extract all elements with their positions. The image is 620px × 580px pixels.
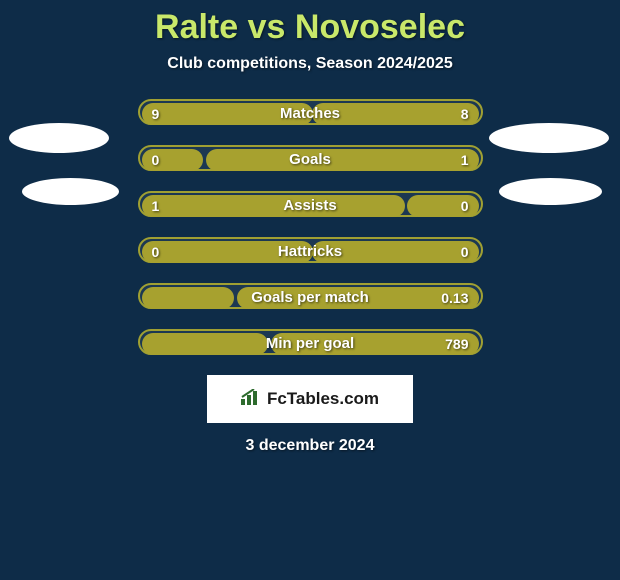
stat-row: 00Hattricks bbox=[138, 237, 483, 263]
brand-text: FcTables.com bbox=[267, 389, 379, 409]
player2-photo-b bbox=[499, 178, 602, 205]
brand-badge: FcTables.com bbox=[207, 375, 413, 423]
title-vs: vs bbox=[248, 8, 286, 46]
comparison-infographic: Ralte vs Novoselec Club competitions, Se… bbox=[0, 0, 620, 580]
stat-label: Min per goal bbox=[140, 331, 481, 357]
stat-row: 01Goals bbox=[138, 145, 483, 171]
stat-row: 789Min per goal bbox=[138, 329, 483, 355]
player1-photo-b bbox=[22, 178, 119, 205]
stat-label: Hattricks bbox=[140, 239, 481, 265]
title: Ralte vs Novoselec bbox=[0, 0, 620, 47]
stat-label: Assists bbox=[140, 193, 481, 219]
title-player2: Novoselec bbox=[295, 8, 465, 46]
stat-row: 98Matches bbox=[138, 99, 483, 125]
player2-photo-a bbox=[489, 123, 609, 153]
stat-row: 10Assists bbox=[138, 191, 483, 217]
date: 3 december 2024 bbox=[0, 437, 620, 455]
stat-row: 0.13Goals per match bbox=[138, 283, 483, 309]
stat-label: Matches bbox=[140, 101, 481, 127]
title-player1: Ralte bbox=[155, 8, 238, 46]
brand-icon bbox=[241, 389, 261, 410]
subtitle: Club competitions, Season 2024/2025 bbox=[0, 55, 620, 73]
bars-area: 98Matches 01Goals 10Assists 00Hattricks 0.13… bbox=[138, 99, 483, 355]
stat-label: Goals per match bbox=[140, 285, 481, 311]
stat-label: Goals bbox=[140, 147, 481, 173]
player1-photo-a bbox=[9, 123, 109, 153]
